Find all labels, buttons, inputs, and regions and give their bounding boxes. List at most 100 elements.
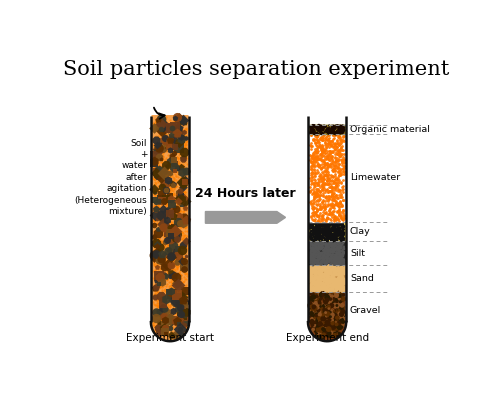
Point [180, 149, 188, 155]
Point [322, 156, 330, 162]
Point [310, 206, 318, 212]
Point [328, 186, 336, 192]
Point [175, 270, 183, 276]
Point [332, 272, 340, 278]
Point [336, 243, 344, 249]
Point [330, 309, 338, 315]
Point [320, 273, 328, 280]
Point [153, 321, 161, 328]
Point [153, 221, 161, 227]
Point [338, 156, 345, 163]
Point [320, 234, 328, 241]
Point [324, 255, 332, 262]
Point [162, 308, 170, 315]
Point [332, 246, 340, 252]
Point [173, 263, 181, 270]
Point [329, 321, 337, 328]
Point [166, 168, 174, 175]
Point [308, 286, 316, 292]
Text: Clay: Clay [350, 227, 370, 236]
Point [168, 119, 176, 126]
Point [338, 222, 345, 228]
Point [320, 196, 328, 203]
Point [326, 174, 334, 180]
Point [334, 130, 342, 136]
Point [326, 296, 334, 302]
Point [324, 247, 332, 254]
Point [325, 259, 333, 265]
Point [336, 198, 344, 205]
Point [176, 193, 184, 199]
Point [308, 170, 316, 176]
Point [320, 254, 328, 260]
Point [152, 205, 160, 212]
Point [313, 240, 321, 247]
Point [160, 273, 168, 280]
Point [176, 328, 184, 334]
Point [153, 232, 161, 238]
Point [154, 294, 162, 300]
Point [308, 274, 316, 280]
Point [152, 284, 160, 290]
Point [330, 269, 338, 275]
Point [167, 293, 175, 299]
Point [170, 324, 177, 331]
Point [334, 224, 342, 231]
Point [322, 236, 330, 242]
Point [316, 224, 324, 231]
Point [321, 221, 329, 228]
Point [314, 198, 322, 204]
Point [308, 322, 316, 328]
Point [156, 194, 164, 201]
Point [322, 242, 330, 248]
Point [320, 250, 328, 256]
Point [159, 296, 167, 302]
Point [322, 260, 330, 267]
Point [338, 261, 346, 268]
Point [170, 272, 177, 278]
Point [158, 116, 166, 122]
Point [166, 206, 173, 213]
Point [336, 324, 344, 331]
Point [157, 238, 165, 244]
Point [314, 323, 322, 330]
Point [314, 148, 322, 154]
Point [310, 258, 318, 264]
Point [328, 237, 336, 243]
Point [328, 302, 336, 309]
Point [156, 116, 164, 122]
Point [333, 137, 341, 143]
Point [333, 281, 341, 287]
Point [160, 324, 168, 331]
Point [172, 225, 180, 231]
Point [310, 320, 318, 326]
Point [176, 252, 184, 258]
Point [325, 230, 333, 237]
Point [325, 188, 333, 194]
Point [322, 248, 330, 254]
Point [326, 267, 334, 274]
Point [150, 182, 158, 188]
Point [182, 117, 190, 123]
Point [157, 330, 165, 336]
Point [336, 206, 344, 212]
Point [315, 236, 323, 242]
Point [327, 138, 335, 144]
Point [180, 264, 188, 270]
Point [310, 224, 318, 230]
Point [332, 246, 340, 252]
Point [332, 279, 340, 286]
Point [314, 231, 322, 238]
Point [159, 192, 167, 198]
Point [324, 272, 332, 278]
Point [334, 218, 342, 224]
Point [330, 216, 338, 223]
Point [334, 151, 342, 157]
Point [156, 276, 164, 283]
Point [328, 240, 336, 246]
Point [312, 242, 320, 249]
Point [336, 314, 344, 320]
Point [314, 212, 322, 219]
Point [176, 322, 184, 328]
Point [317, 144, 325, 151]
